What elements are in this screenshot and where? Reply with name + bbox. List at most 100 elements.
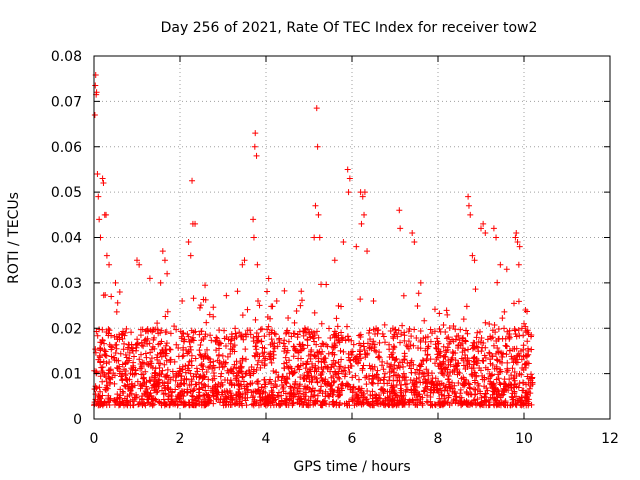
data-point (395, 327, 402, 334)
data-point (183, 389, 190, 396)
data-point (262, 355, 269, 362)
data-point (261, 376, 268, 383)
data-point (207, 359, 214, 366)
data-point (508, 384, 515, 391)
data-point (510, 399, 517, 406)
data-point (408, 387, 415, 394)
data-point (400, 363, 407, 370)
data-point (239, 374, 246, 381)
data-point (436, 325, 443, 332)
data-point (420, 388, 427, 395)
data-point (169, 389, 176, 396)
data-point (258, 338, 265, 345)
data-point (445, 376, 452, 383)
data-point (261, 333, 268, 340)
data-point (101, 340, 108, 347)
data-point (520, 400, 527, 407)
data-point (332, 360, 339, 367)
data-point (417, 327, 424, 334)
data-point (134, 257, 140, 264)
data-point (465, 346, 472, 353)
data-point (254, 261, 261, 268)
data-point (114, 394, 121, 401)
data-point (273, 298, 280, 305)
data-point (154, 381, 161, 388)
data-point (361, 394, 368, 401)
data-point (379, 399, 386, 406)
data-point (488, 335, 495, 342)
data-point (528, 346, 535, 353)
data-point (248, 389, 255, 396)
data-point (223, 292, 230, 299)
data-point (202, 387, 209, 394)
data-point (477, 367, 484, 374)
data-point (486, 349, 493, 356)
data-point (174, 401, 181, 408)
data-point (480, 358, 487, 365)
data-point (395, 362, 402, 369)
data-point (122, 351, 129, 358)
data-point (161, 399, 168, 406)
data-point (380, 333, 387, 340)
data-point (153, 389, 160, 396)
data-point (450, 322, 457, 329)
data-point (507, 401, 514, 408)
data-point (410, 399, 417, 406)
data-point (335, 370, 342, 377)
data-point (264, 326, 271, 333)
data-point (312, 202, 319, 209)
data-point (406, 362, 413, 369)
data-point (381, 387, 388, 394)
data-point (233, 334, 240, 341)
data-point (492, 350, 499, 357)
data-point (116, 334, 123, 341)
data-point (313, 328, 320, 335)
data-point (527, 382, 534, 389)
data-point (462, 337, 469, 344)
data-point (410, 377, 417, 384)
data-point (282, 401, 289, 408)
data-point (250, 402, 257, 409)
data-point (273, 369, 280, 376)
data-point (221, 376, 228, 383)
data-point (167, 330, 174, 337)
data-point (122, 375, 129, 382)
data-point (365, 373, 372, 380)
data-point (484, 336, 491, 343)
data-point (483, 390, 490, 397)
data-point (340, 348, 347, 355)
data-point (94, 170, 101, 177)
data-point (399, 359, 406, 366)
data-point (199, 366, 206, 373)
data-point (186, 399, 193, 406)
data-point (401, 356, 408, 363)
data-point (210, 385, 217, 392)
data-point (482, 229, 489, 236)
data-point (155, 398, 162, 405)
data-point (401, 374, 408, 381)
data-point (342, 364, 349, 371)
data-point (411, 239, 418, 246)
data-point (129, 396, 136, 403)
data-point (95, 193, 102, 200)
data-point (294, 396, 301, 403)
data-point (171, 358, 178, 365)
data-point (380, 366, 387, 373)
data-point (438, 391, 445, 398)
data-point (441, 395, 448, 402)
data-point (398, 331, 405, 338)
data-point (321, 359, 328, 366)
x-tick-label: 8 (434, 431, 443, 447)
data-point (183, 401, 190, 408)
data-point (250, 334, 257, 341)
data-point (335, 359, 342, 366)
data-point (423, 398, 430, 405)
data-point (281, 364, 288, 371)
data-point (419, 369, 426, 376)
data-point (516, 370, 523, 377)
data-point (502, 398, 509, 405)
data-point (444, 399, 451, 406)
data-point (490, 342, 497, 349)
data-point (326, 325, 333, 332)
data-point (217, 373, 224, 380)
